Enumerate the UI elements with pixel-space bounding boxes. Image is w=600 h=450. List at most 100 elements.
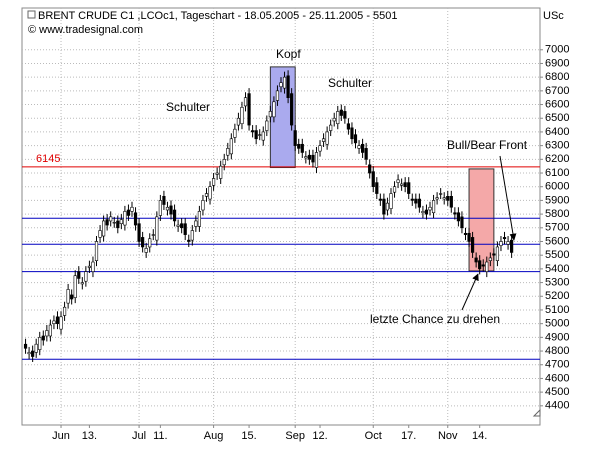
x-tick-label: 12. (312, 430, 327, 442)
candle-body (414, 198, 418, 204)
candle-body (215, 172, 219, 175)
candle-body (119, 219, 123, 224)
candle-body (329, 124, 333, 131)
candle-body (91, 261, 95, 272)
candle-body (73, 275, 77, 298)
y-tick-label: 6600 (545, 98, 569, 110)
y-tick-label: 4500 (545, 386, 569, 398)
annotation: Schulter (328, 76, 372, 90)
candle-body (258, 134, 262, 136)
candle-body (98, 230, 102, 238)
candle-body (247, 93, 251, 126)
y-tick-label: 5400 (545, 263, 569, 275)
arrow (461, 273, 479, 311)
candle-body (169, 205, 173, 215)
candle-body (300, 143, 304, 153)
x-tick-label: Jun (52, 430, 70, 442)
y-tick-label: 5000 (545, 318, 569, 330)
candle-body (424, 209, 429, 215)
candle-body (318, 145, 322, 152)
candle-body (194, 220, 198, 227)
candle-body (311, 154, 315, 163)
candle-body (304, 156, 308, 159)
y-tick-label: 5300 (545, 276, 569, 288)
y-tick-label: 6000 (545, 181, 569, 193)
y-tick-label: 5800 (545, 208, 569, 220)
candle-body (254, 130, 258, 140)
candle-body (396, 179, 400, 183)
candle-body (102, 220, 106, 237)
y-tick-label: 5700 (545, 222, 569, 234)
candle-body (94, 241, 99, 261)
candle-body (45, 330, 49, 337)
candle-body (62, 306, 67, 316)
candle-body (460, 216, 464, 229)
candle-body (261, 131, 265, 141)
candle-body (27, 352, 31, 355)
level-label: 6145 (36, 153, 60, 165)
candle-body (201, 200, 205, 211)
candle-body (307, 154, 311, 160)
candle-body (197, 211, 201, 227)
zone (468, 168, 495, 272)
candle-body (87, 265, 92, 268)
candle-body (41, 335, 45, 341)
copyright: © www.tradesignal.com (28, 24, 143, 36)
x-tick-label: 17. (401, 430, 416, 442)
candle-body (499, 241, 503, 246)
candle-body (446, 196, 450, 201)
candle-body (272, 101, 276, 118)
candle-body (204, 193, 209, 197)
candle-body (59, 316, 63, 330)
candle-body (126, 209, 131, 216)
candle-body (417, 198, 421, 208)
candle-body (112, 222, 116, 224)
candle-body (144, 248, 148, 253)
y-tick-label: 4800 (545, 345, 569, 357)
candle-body (392, 186, 397, 193)
candle-body (478, 260, 482, 270)
candle-body (375, 182, 379, 194)
y-tick-label: 5100 (545, 304, 569, 316)
candle-body (371, 171, 375, 188)
candle-body (431, 200, 436, 214)
candle-body (368, 164, 372, 174)
candle-body (502, 237, 507, 240)
x-tick-label: Oct (365, 430, 382, 442)
x-tick-label: 13. (82, 430, 97, 442)
y-tick-label: 6900 (545, 57, 569, 69)
candle-body (130, 206, 134, 212)
symbol-icon (27, 10, 36, 19)
candle-body (488, 257, 492, 261)
candle-body (510, 239, 514, 253)
candle-body (297, 143, 301, 149)
x-tick-label: Sep (285, 430, 305, 442)
y-tick-label: 4900 (545, 331, 569, 343)
candle-body (442, 197, 446, 200)
candle-body (187, 239, 191, 242)
candle-body (165, 206, 170, 211)
candle-body (463, 232, 468, 235)
candle-body (148, 238, 152, 248)
candle-body (222, 159, 226, 166)
candle-body (116, 220, 120, 229)
y-tick-label: 4400 (545, 400, 569, 412)
candle-body (123, 211, 127, 226)
y-tick-label: 6700 (545, 85, 569, 97)
candle-body (474, 257, 478, 263)
candle-body (279, 82, 283, 88)
y-tick-label: 6300 (545, 140, 569, 152)
candle-body (407, 182, 411, 194)
candle-body (183, 223, 187, 235)
candle-body (240, 106, 244, 125)
candle-body (410, 198, 414, 201)
plot-layer: 6145 (22, 8, 543, 428)
candle-body (290, 93, 294, 126)
candle-body (467, 232, 471, 242)
candle-body (151, 234, 155, 236)
candle-body (137, 223, 141, 242)
candle-body (176, 224, 180, 227)
candle-body (361, 143, 365, 153)
candle-body (219, 165, 223, 179)
